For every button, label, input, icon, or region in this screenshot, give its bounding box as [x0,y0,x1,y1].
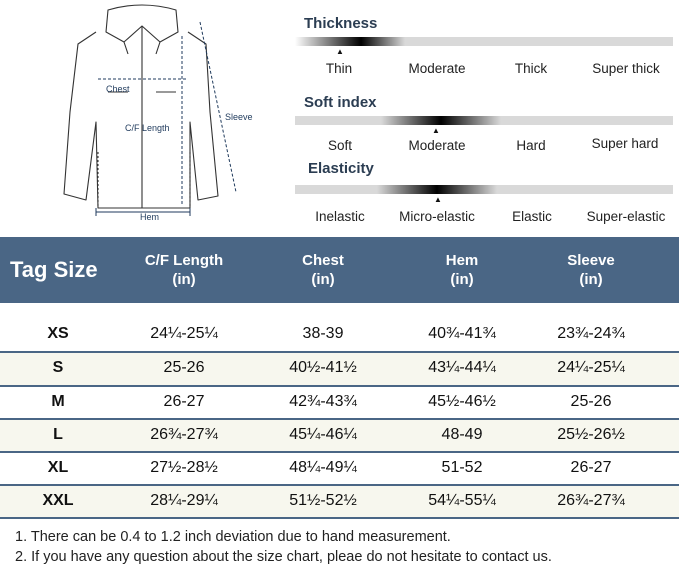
hem-cell: 48-49 [441,426,483,443]
cf-cell: 24¼-25¼ [150,325,218,342]
soft-index-option: Moderate [408,138,466,153]
hem-cell: 45½-46½ [428,393,496,410]
hem-cell: 40¾-41¾ [428,325,496,342]
chest-cell: 51½-52½ [289,492,357,509]
sleeve-header: Sleeve (in) [567,252,615,288]
size-cell: L [53,426,63,443]
cf-length-header: C/F Length (in) [144,252,224,288]
note-1: 1. There can be 0.4 to 1.2 inch deviatio… [15,529,451,545]
thickness-title: Thickness [304,15,378,32]
table-row: L 26¾-27¾ 45¼-46¼ 48-49 25½-26½ [0,420,679,452]
soft-index-option: Super hard [591,136,659,151]
chest-cell: 48¼-49¼ [289,459,357,476]
table-row: XL 27½-28½ 48¼-49¼ 51-52 26-27 [0,453,679,485]
elasticity-bar [295,185,673,194]
cf-cell: 28¼-29¼ [150,492,218,509]
soft-index-bar [295,116,673,125]
elasticity-title: Elasticity [308,160,374,177]
jacket-illustration [63,4,237,216]
size-cell: M [51,393,65,410]
elasticity-option: Micro-elastic [399,209,475,224]
soft-index-option: Soft [327,138,353,153]
soft-index-title: Soft index [304,94,377,111]
size-cell: XS [47,325,69,342]
chest-cell: 45¼-46¼ [289,426,357,443]
cf-cell: 25-26 [163,359,205,376]
thickness-bar [295,37,673,46]
hem-cell: 43¼-44¼ [428,359,496,376]
hem-label: Hem [140,212,160,222]
sleeve-cell: 25-26 [570,393,612,410]
cf-cell: 26¾-27¾ [150,426,218,443]
soft-index-option: Hard [516,138,546,153]
cf-cell: 26-27 [163,393,205,410]
hem-header: Hem (in) [445,252,479,288]
note-2: 2. If you have any question about the si… [15,549,552,565]
table-row: S 25-26 40½-41½ 43¼-44¼ 24¼-25¼ [0,353,679,385]
chest-header: Chest (in) [302,252,344,288]
cf-length-label: C/F Length [125,123,170,133]
sleeve-cell: 26¾-27¾ [557,492,625,509]
sleeve-cell: 26-27 [570,459,612,476]
elasticity-option: Inelastic [315,209,365,224]
hem-cell: 54¼-55¼ [428,492,496,509]
elasticity-option: Elastic [512,209,552,224]
elasticity-option: Super-elastic [586,209,666,224]
elasticity-marker-icon: ▲ [434,195,442,204]
thickness-marker-icon: ▲ [336,47,344,56]
chest-cell: 38-39 [302,325,344,342]
table-row: M 26-27 42¾-43¾ 45½-46½ 25-26 [0,387,679,419]
sleeve-cell: 24¼-25¼ [557,359,625,376]
thickness-option: Moderate [408,61,466,76]
sleeve-cell: 23¾-24¾ [557,325,625,342]
cf-cell: 27½-28½ [150,459,218,476]
size-cell: S [52,359,64,376]
size-cell: XXL [42,492,74,509]
chest-cell: 42¾-43¾ [289,393,357,410]
tag-size-header: Tag Size [10,257,98,282]
thickness-option: Thin [325,61,353,76]
soft-index-marker-icon: ▲ [432,126,440,135]
size-cell: XL [47,459,69,476]
chest-cell: 40½-41½ [289,359,357,376]
table-row: XXL 28¼-29¼ 51½-52½ 54¼-55¼ 26¾-27¾ [0,486,679,518]
chest-label: Chest [106,84,130,94]
sleeve-label: Sleeve [225,112,253,122]
sleeve-cell: 25½-26½ [557,426,625,443]
thickness-option: Thick [514,61,548,76]
thickness-option: Super thick [592,61,660,76]
table-header: Tag Size C/F Length (in) Chest (in) Hem (in… [0,237,679,303]
hem-cell: 51-52 [441,459,483,476]
table-row: XS 24¼-25¼ 38-39 40¾-41¾ 23¾-24¾ [0,319,679,351]
